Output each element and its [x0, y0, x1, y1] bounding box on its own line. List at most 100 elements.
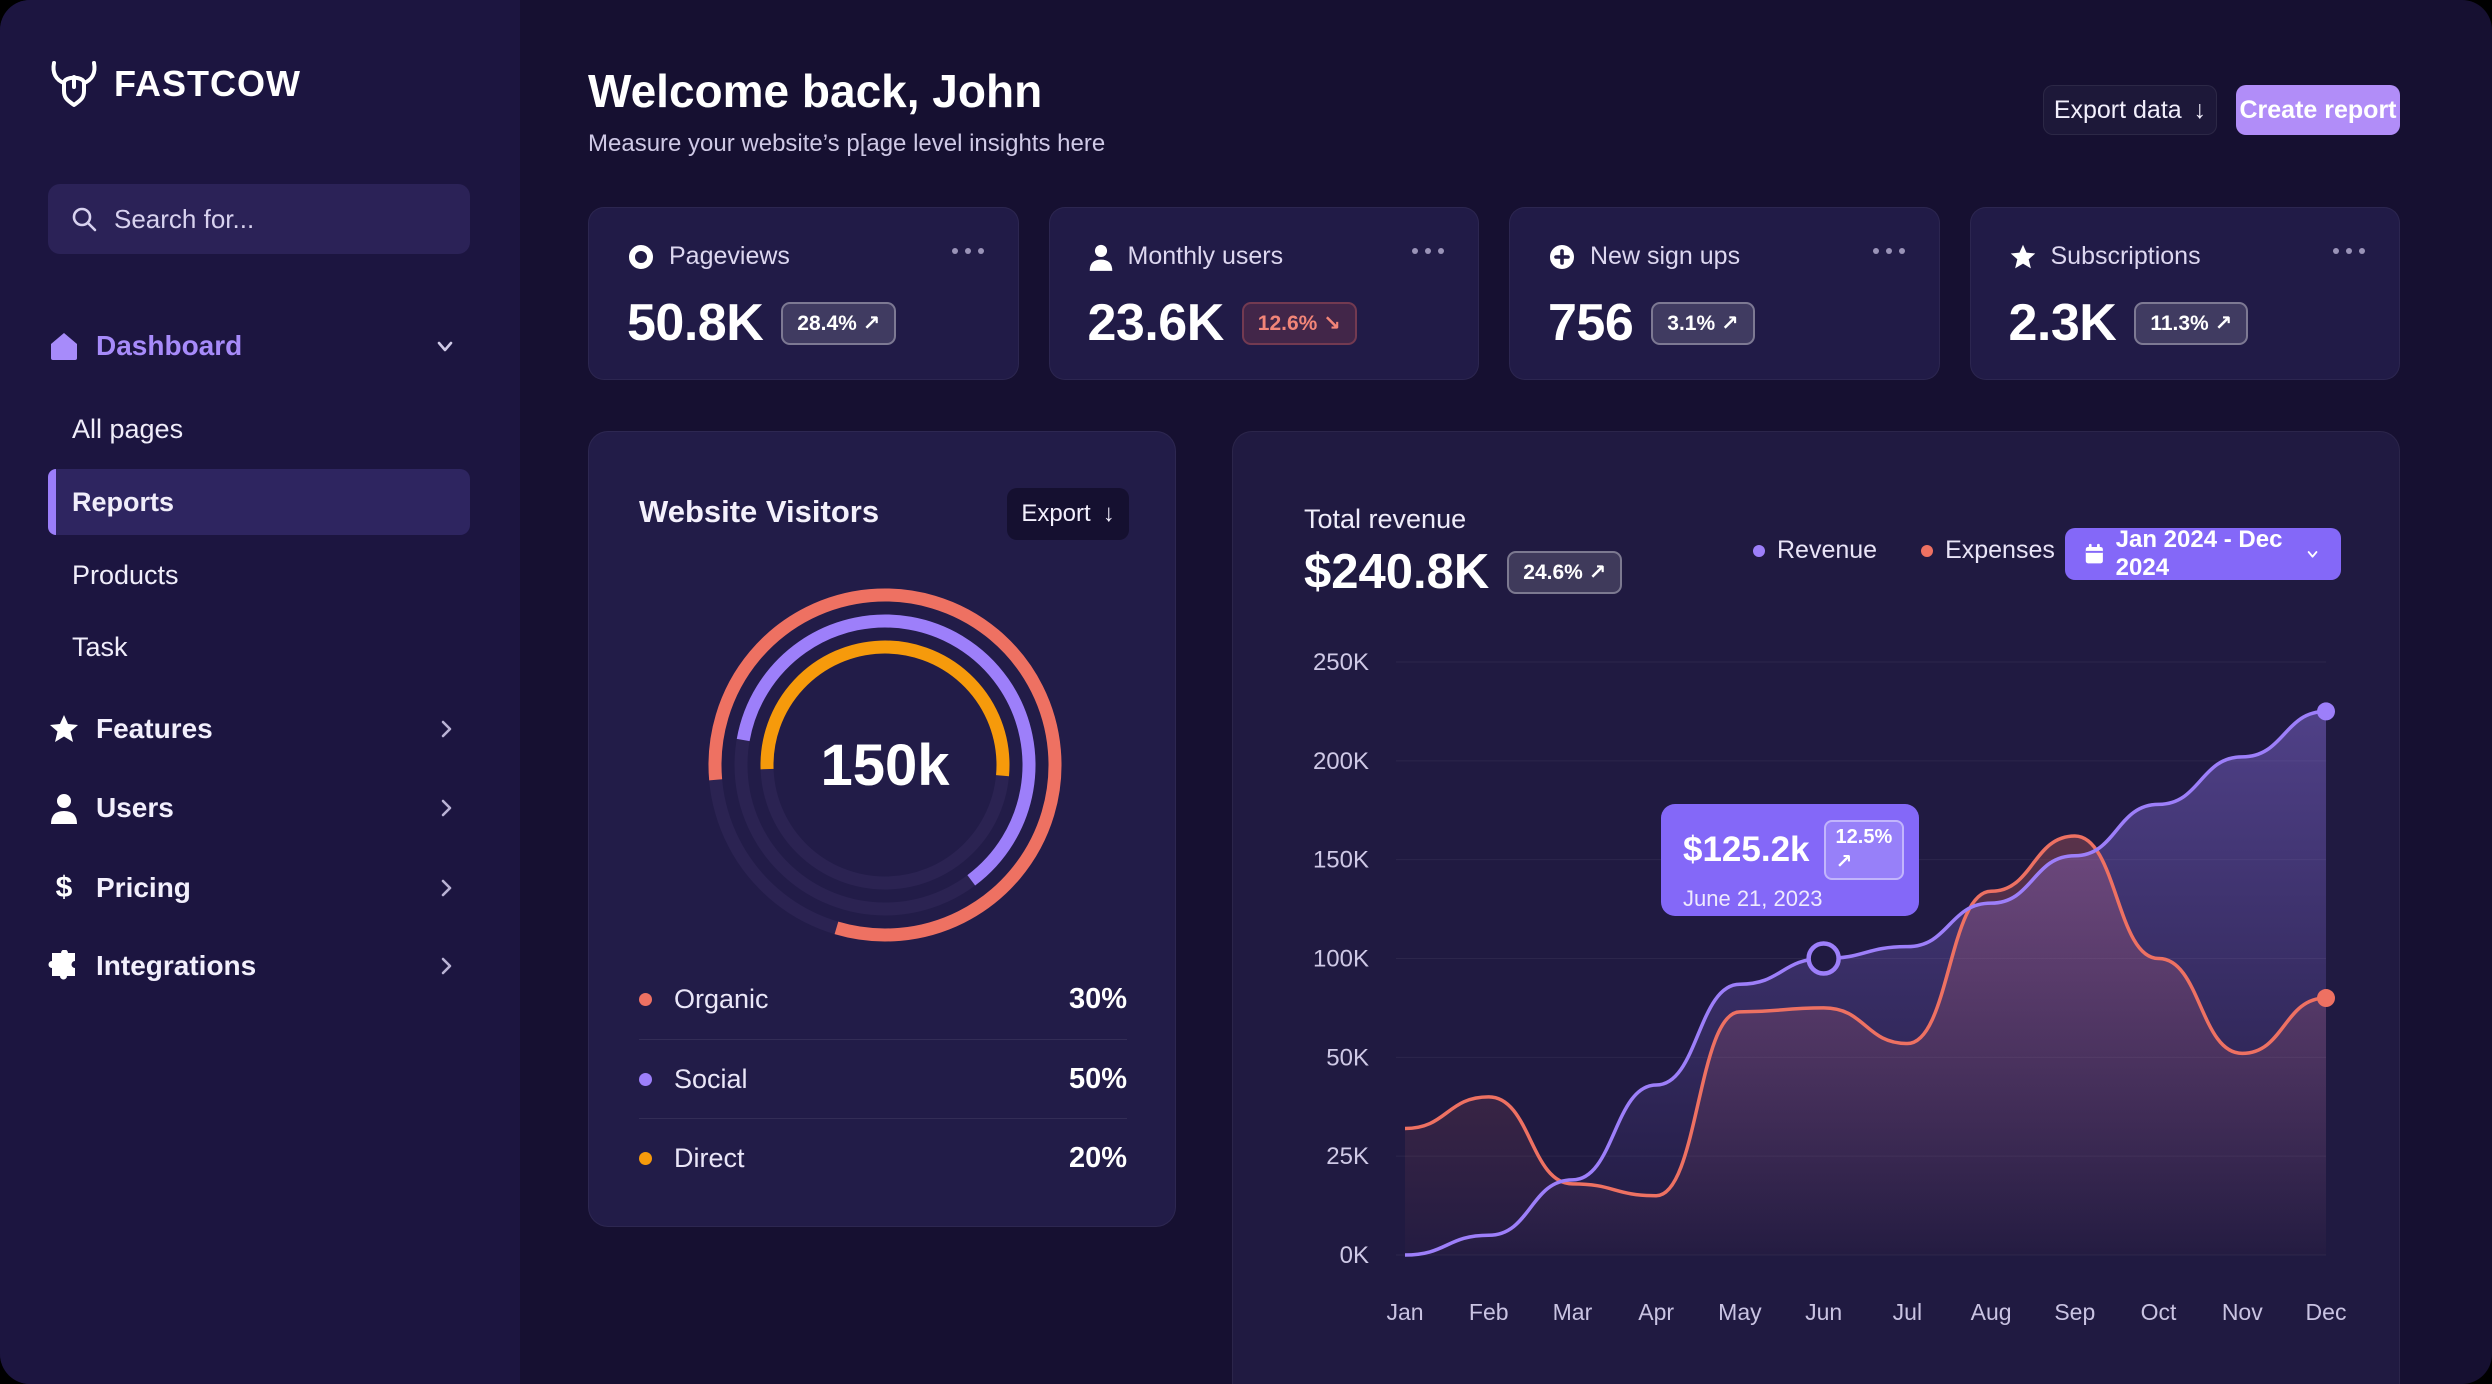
more-menu-icon[interactable]: [1412, 248, 1444, 254]
plus-circle-icon: [1550, 244, 1574, 269]
stat-label: Subscriptions: [2050, 242, 2201, 270]
stat-card-new-sign-ups: New sign ups 756 3.1% ↗: [1509, 207, 1940, 380]
pageviews-icon: [629, 244, 653, 269]
sidebar-item-all-pages[interactable]: All pages: [48, 396, 470, 462]
cow-logo-icon: [51, 61, 97, 107]
legend-label: Direct: [674, 1142, 745, 1173]
svg-text:200K: 200K: [1313, 748, 1369, 775]
sidebar-item-label: Pricing: [96, 872, 191, 903]
date-range-label: Jan 2024 - Dec 2024: [2115, 526, 2283, 581]
visitors-legend-item: Organic 30%: [639, 960, 1127, 1039]
svg-text:Feb: Feb: [1469, 1299, 1509, 1325]
sidebar-item-features[interactable]: Features: [0, 699, 520, 759]
tooltip-value: $125.2k: [1683, 830, 1810, 869]
revenue-legend: Revenue Expenses: [1753, 536, 2055, 565]
more-menu-icon[interactable]: [1872, 248, 1905, 254]
revenue-title: Total revenue: [1304, 504, 1467, 534]
more-menu-icon[interactable]: [951, 248, 984, 254]
star-icon: [2010, 244, 2035, 268]
create-report-label: Create report: [2239, 95, 2397, 124]
svg-text:Sep: Sep: [2054, 1299, 2095, 1325]
svg-text:Apr: Apr: [1638, 1299, 1674, 1325]
revenue-legend-item: Expenses: [1921, 536, 2055, 565]
download-arrow-icon: ↓: [2193, 95, 2207, 124]
sidebar-item-label: Products: [72, 559, 179, 590]
revenue-legend-item: Revenue: [1753, 536, 1877, 565]
svg-text:150K: 150K: [1313, 847, 1369, 874]
page-title: Welcome back, John: [588, 65, 1043, 117]
create-report-button[interactable]: Create report: [2236, 85, 2400, 135]
svg-text:0K: 0K: [1340, 1242, 1369, 1269]
chevron-right-icon: [441, 799, 452, 817]
export-data-button[interactable]: Export data ↓: [2043, 85, 2217, 135]
sidebar-item-reports[interactable]: Reports: [48, 469, 470, 535]
legend-value: 30%: [1068, 983, 1127, 1015]
user-icon: [51, 794, 77, 824]
stat-cards: Pageviews 50.8K 28.4% ↗ Monthly users 23…: [588, 207, 2400, 380]
sidebar-item-task[interactable]: Task: [48, 614, 470, 680]
legend-dot-icon: [1753, 544, 1765, 557]
legend-dot-icon: [639, 1072, 652, 1086]
sidebar-item-label: Dashboard: [96, 330, 243, 361]
chevron-right-icon: [441, 957, 452, 975]
dollar-icon: $: [55, 871, 73, 904]
logo: FASTCOW: [48, 60, 301, 108]
more-menu-icon[interactable]: [2333, 248, 2365, 254]
legend-label: Social: [674, 1063, 748, 1094]
legend-dot-icon: [1921, 544, 1934, 557]
page-subtitle: Measure your website’s p[age level insig…: [588, 130, 1106, 157]
stat-value: 2.3K: [2008, 294, 2117, 352]
sidebar-item-label: Task: [72, 631, 128, 662]
sidebar-item-users[interactable]: Users: [0, 778, 520, 838]
search-icon: [72, 207, 97, 232]
visitors-legend-item: Direct 20%: [639, 1118, 1127, 1197]
sidebar-item-label: Users: [96, 792, 174, 823]
stat-label: New sign ups: [1590, 242, 1741, 270]
legend-value: 20%: [1068, 1141, 1127, 1174]
stat-value: 23.6K: [1087, 294, 1225, 352]
search-input[interactable]: Search for...: [48, 184, 470, 254]
download-arrow-icon: ↓: [1102, 500, 1115, 527]
stat-delta-badge: 12.6% ↘: [1241, 301, 1357, 345]
sidebar-item-products[interactable]: Products: [48, 542, 470, 608]
svg-text:50K: 50K: [1326, 1044, 1369, 1071]
sidebar: FASTCOW Search for... Dashboard All page…: [0, 0, 520, 1384]
visitors-export-button[interactable]: Export ↓: [1007, 488, 1129, 540]
stat-value: 756: [1548, 294, 1634, 352]
star-icon: [50, 715, 78, 742]
svg-text:Oct: Oct: [2141, 1299, 2177, 1325]
website-visitors-card: Website Visitors Export ↓ 150k Organic 3…: [588, 431, 1176, 1227]
chart-tooltip: $125.2k 12.5% ↗ June 21, 2023: [1661, 804, 1919, 916]
export-data-label: Export data: [2053, 95, 2182, 124]
sidebar-item-dashboard[interactable]: Dashboard: [0, 316, 520, 376]
svg-text:Jul: Jul: [1893, 1299, 1922, 1325]
date-range-picker[interactable]: Jan 2024 - Dec 2024: [2065, 526, 2341, 581]
stat-label: Monthly users: [1127, 242, 1284, 270]
svg-text:Aug: Aug: [1971, 1299, 2012, 1325]
stat-value: 50.8K: [627, 294, 764, 352]
stat-card-monthly-users: Monthly users 23.6K 12.6% ↘: [1048, 207, 1479, 380]
svg-text:Dec: Dec: [2306, 1299, 2347, 1325]
svg-text:25K: 25K: [1326, 1143, 1369, 1170]
visitors-title: Website Visitors: [639, 494, 880, 529]
revenue-value: $240.8K: [1304, 545, 1490, 599]
sidebar-item-label: Reports: [72, 486, 175, 517]
sidebar-item-pricing[interactable]: $ Pricing: [0, 858, 520, 918]
search-placeholder: Search for...: [114, 203, 255, 234]
svg-text:100K: 100K: [1313, 946, 1369, 973]
stat-delta-badge: 3.1% ↗: [1651, 301, 1755, 345]
svg-text:250K: 250K: [1313, 649, 1369, 676]
calendar-icon: [2085, 543, 2103, 564]
donut-rings: [708, 588, 1062, 942]
tooltip-date: June 21, 2023: [1683, 886, 1823, 911]
visitors-legend-item: Social 50%: [639, 1039, 1127, 1118]
legend-dot-icon: [639, 1151, 652, 1165]
app-name: FASTCOW: [114, 63, 301, 104]
visitors-donut-chart: 150k: [692, 572, 1078, 958]
chevron-right-icon: [441, 879, 452, 897]
sidebar-item-label: All pages: [72, 413, 184, 444]
sidebar-item-integrations[interactable]: Integrations: [0, 936, 520, 996]
tooltip-delta-badge: 12.5% ↗: [1823, 820, 1905, 880]
legend-label: Organic: [674, 984, 769, 1014]
svg-text:Nov: Nov: [2222, 1299, 2263, 1325]
